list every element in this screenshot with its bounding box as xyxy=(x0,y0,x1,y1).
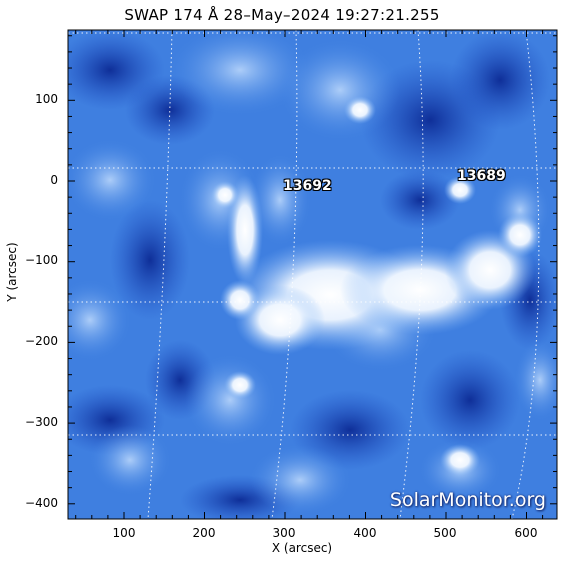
y-axis-title: Y (arcsec) xyxy=(5,242,19,302)
x-tick-label-400: 400 xyxy=(353,526,377,540)
region-label-13689: 13689 xyxy=(457,168,506,184)
x-tick-label-100: 100 xyxy=(112,526,136,540)
y-axis-ticks xyxy=(68,35,557,505)
heliographic-grid xyxy=(68,30,557,519)
image-title: SWAP 174 Å 28–May–2024 19:27:21.255 xyxy=(124,6,440,24)
x-tick-label-300: 300 xyxy=(272,526,296,540)
y-tick-label-0: 0 xyxy=(50,173,58,187)
x-axis-ticks xyxy=(75,30,544,519)
x-tick-label-500: 500 xyxy=(433,526,457,540)
y-tick-label-minus-200: −200 xyxy=(25,334,58,348)
solarmonitor-watermark: SolarMonitor.org xyxy=(389,489,546,511)
y-tick-label-minus-300: −300 xyxy=(25,415,58,429)
x-tick-label-200: 200 xyxy=(192,526,216,540)
region-label-13692: 13692 xyxy=(283,178,332,194)
y-tick-label-100: 100 xyxy=(35,92,58,106)
y-tick-label-minus-400: −400 xyxy=(25,496,58,510)
x-tick-label-600: 600 xyxy=(514,526,538,540)
plot-frame xyxy=(67,29,558,520)
y-tick-label-minus-100: −100 xyxy=(25,253,58,267)
x-axis-title: X (arcsec) xyxy=(271,541,333,555)
